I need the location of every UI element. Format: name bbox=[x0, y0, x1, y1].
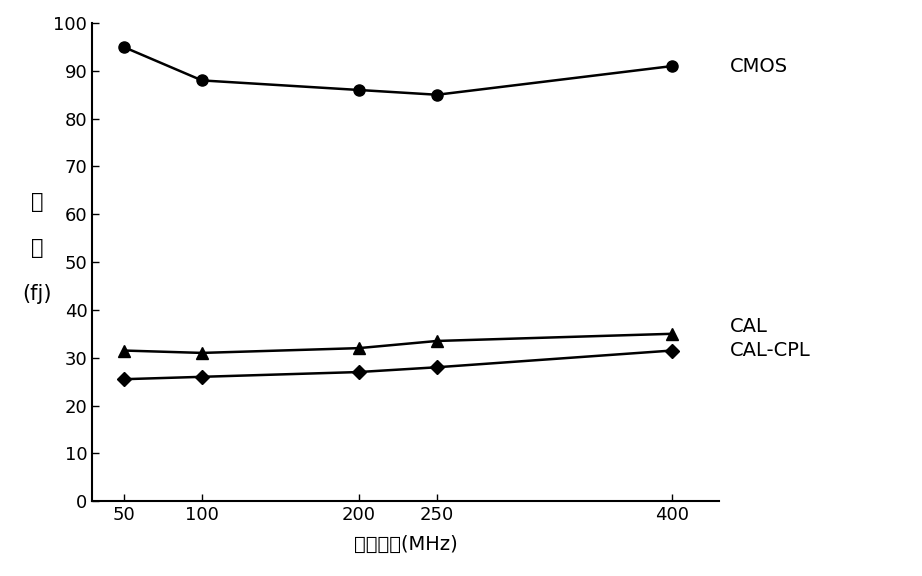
Text: CAL: CAL bbox=[730, 317, 768, 336]
Text: (fj): (fj) bbox=[22, 284, 52, 304]
X-axis label: 工作频率(MHz): 工作频率(MHz) bbox=[354, 535, 457, 554]
Text: CAL-CPL: CAL-CPL bbox=[730, 341, 810, 360]
Text: CMOS: CMOS bbox=[730, 56, 788, 75]
Text: 能: 能 bbox=[30, 192, 43, 211]
Text: 耗: 耗 bbox=[30, 238, 43, 257]
